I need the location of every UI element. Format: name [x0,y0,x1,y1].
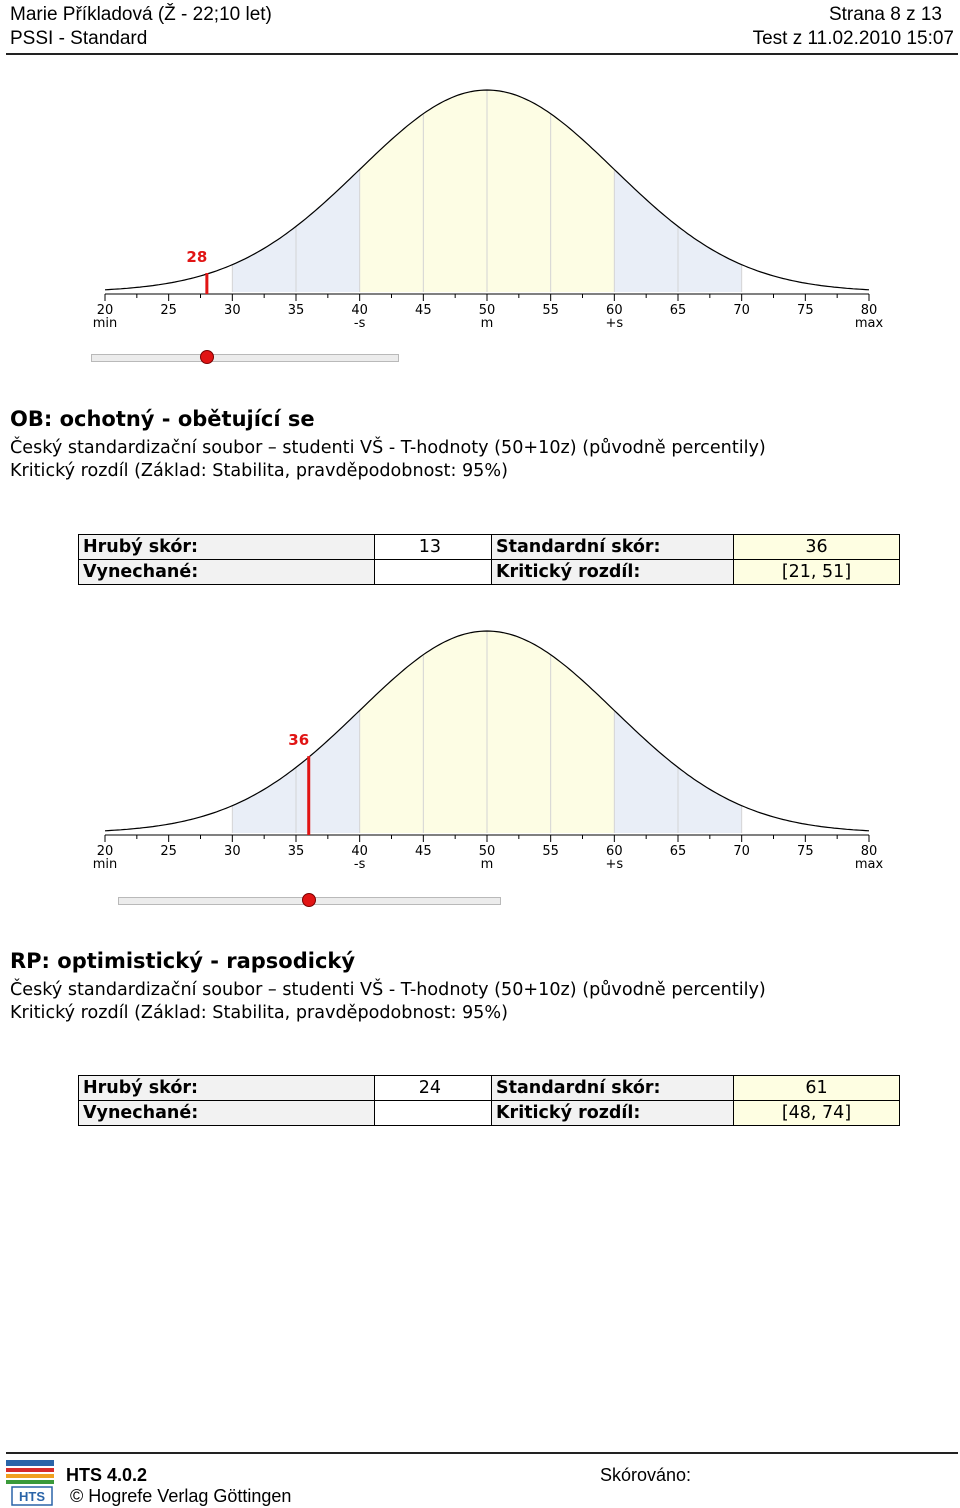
header-divider [6,53,958,55]
x-sub-label-plus-s: +s [605,857,623,872]
page-number: Strana 8 z 13 [828,4,942,25]
x-tick-label: 30 [224,844,241,859]
test-name: PSSI - Standard [10,28,148,49]
x-tick-label: 80 [861,303,878,318]
x-sub-label-min: min [93,857,118,872]
x-sub-label-max: max [855,316,884,331]
critical-diff-value: [21, 51] [733,559,900,585]
standard-score-value: 61 [733,1075,900,1101]
score-table-rp: Hrubý skór: 24 Standardní skór: 61 Vynec… [78,1075,900,1126]
x-tick-label: 75 [797,303,814,318]
raw-score-label: Hrubý skór: [78,1075,375,1101]
score-marker-label: 36 [288,731,309,749]
x-sub-label-minus-s: -s [354,857,366,872]
missing-label: Vynechané: [78,1100,375,1126]
x-tick-label: 70 [733,303,750,318]
x-tick-label: 35 [288,303,305,318]
x-tick-label: 30 [224,303,241,318]
slider-track [91,354,399,362]
norm-description-rp: Český standardizační soubor – studenti V… [10,980,766,1000]
raw-score-value: 24 [374,1075,492,1101]
distribution-curve [104,89,870,291]
slider-knob [200,350,215,364]
section-title-rp: RP: optimistický - rapsodický [10,949,356,973]
person-name: Marie Příkladová (Ž - 22;10 let) [10,4,272,25]
standard-score-value: 36 [733,534,900,560]
x-tick-label: 25 [160,844,177,859]
x-sub-label-m: m [481,316,494,331]
x-tick-label: 50 [479,303,496,318]
x-tick-label: 65 [670,303,687,318]
x-sub-label-min: min [93,316,118,331]
test-date: Test z 11.02.2010 15:07 [752,28,954,49]
section-title-ob: OB: ochotný - obětující se [10,407,315,431]
x-tick-label: 45 [415,844,432,859]
x-tick-label: 60 [606,303,623,318]
publisher: © Hogrefe Verlag Göttingen [70,1486,292,1506]
norm-description-ob: Český standardizační soubor – studenti V… [10,438,766,458]
critical-basis-rp: Kritický rozdíl (Základ: Stabilita, prav… [10,1003,508,1023]
critical-diff-value: [48, 74] [733,1100,900,1126]
x-tick-label: 55 [542,844,559,859]
x-tick-label: 35 [288,844,305,859]
x-tick-label: 65 [670,844,687,859]
distribution-chart-rp: 20 25 30 35 40 45 50 55 60 65 70 75 80 min -s m +s max 36 [93,630,884,872]
distribution-curve [104,630,870,832]
score-marker-label: 28 [186,248,207,266]
x-tick-label: 55 [542,303,559,318]
standard-score-label: Standardní skór: [491,1075,734,1101]
x-tick-label: 25 [160,303,177,318]
critical-diff-label: Kritický rozdíl: [491,1100,734,1126]
missing-value [374,1100,492,1126]
critical-diff-label: Kritický rozdíl: [491,559,734,585]
raw-score-value: 13 [374,534,492,560]
x-tick-label: 45 [415,303,432,318]
software-version: HTS 4.0.2 [66,1465,148,1485]
slider-knob [301,893,316,907]
distribution-chart-ob: 20 25 30 35 40 45 50 55 60 65 70 75 80 min -s m +s max 28 [93,89,884,331]
x-tick-label: 80 [861,844,878,859]
scored-label: Skórováno: [600,1465,692,1485]
x-tick-label: 60 [606,844,623,859]
missing-label: Vynechané: [78,559,375,585]
x-sub-label-max: max [855,857,884,872]
x-tick-label: 40 [351,303,368,318]
missing-value [374,559,492,585]
x-tick-label: 70 [733,844,750,859]
hts-logo: HTS [6,1460,54,1506]
raw-score-label: Hrubý skór: [78,534,375,560]
x-tick-label: 20 [97,303,114,318]
x-tick-label: 50 [479,844,496,859]
x-tick-label: 75 [797,844,814,859]
x-sub-label-minus-s: -s [354,316,366,331]
x-tick-label: 20 [97,844,114,859]
x-tick-label: 40 [351,844,368,859]
x-sub-label-m: m [481,857,494,872]
footer-divider [6,1452,958,1454]
svg-text:HTS: HTS [19,1489,45,1504]
x-sub-label-plus-s: +s [605,316,623,331]
critical-basis-ob: Kritický rozdíl (Základ: Stabilita, prav… [10,461,508,481]
score-table-ob: Hrubý skór: 13 Standardní skór: 36 Vynec… [78,534,900,585]
standard-score-label: Standardní skór: [491,534,734,560]
